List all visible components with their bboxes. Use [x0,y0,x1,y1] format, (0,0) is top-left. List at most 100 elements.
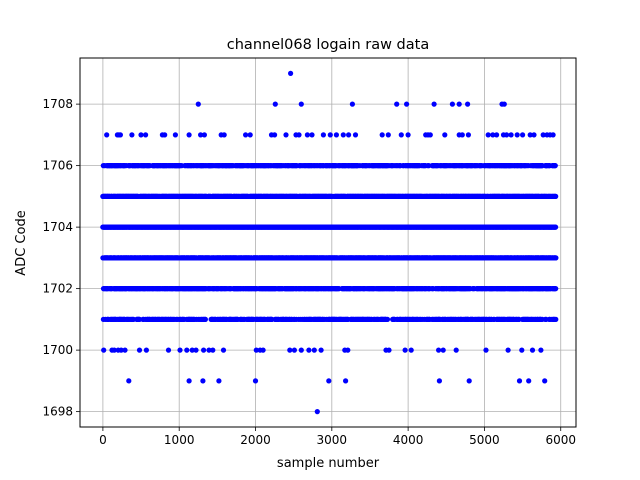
outlier-point [272,101,278,107]
outlier-point [485,132,491,138]
outlier-point [287,347,293,353]
outlier-point [247,132,253,138]
outlier-point [327,132,333,138]
outlier-point [526,378,532,384]
outlier-point [129,132,135,138]
outlier-point [531,132,537,138]
outlier-point [220,347,227,353]
chart-title: channel068 logain raw data [227,37,429,53]
outlier-point [508,132,514,138]
outlier-point [201,132,207,138]
outlier-point [538,347,544,353]
outlier-point [143,347,149,353]
outlier-point [345,347,351,353]
outlier-point [126,378,132,384]
outlier-point [309,132,315,138]
outlier-point [138,132,144,138]
outlier-point [436,378,442,384]
outlier-point [288,70,294,76]
outlier-point [136,347,143,353]
outlier-point [272,132,278,138]
outlier-point [404,101,410,107]
outlier-point [252,378,259,384]
y-tick-label: 1698 [42,405,73,419]
y-axis-label: ADC Code [14,210,29,275]
outlier-point [542,378,548,384]
outlier-point [431,101,437,107]
data-point [553,286,559,292]
outlier-point [352,132,359,138]
outlier-point [519,347,525,353]
outlier-point [201,347,207,353]
outlier-point [440,347,446,353]
x-tick-label: 5000 [469,433,500,447]
outlier-point [466,378,472,384]
outlier-point [314,409,320,415]
x-tick-label: 4000 [393,433,424,447]
outlier-point [296,132,302,138]
outlier-point [343,378,349,384]
outlier-point [101,347,107,353]
outlier-point [186,132,192,138]
outlier-point [386,347,392,353]
outlier-point [501,101,507,107]
outlier-point [260,347,266,353]
data-point [552,163,558,169]
outlier-point [177,347,183,353]
x-tick-label: 0 [99,433,107,447]
outlier-point [291,347,297,353]
outlier-point [143,132,149,138]
outlier-point [465,101,471,107]
outlier-point [504,132,510,138]
outlier-point [193,347,199,353]
data-point [553,224,559,230]
outlier-point [195,101,201,107]
outlier-point [459,132,465,138]
outlier-point [186,378,192,384]
outlier-point [394,101,400,107]
y-tick-label: 1708 [42,97,73,111]
outlier-point [221,132,227,138]
outlier-point [379,132,385,138]
outlier-point [550,132,556,138]
y-tick-label: 1700 [42,343,73,357]
outlier-point [122,347,128,353]
outlier-point [200,378,206,384]
outlier-point [165,347,172,353]
outlier-point [306,347,312,353]
y-tick-label: 1706 [42,159,73,173]
data-point [553,255,559,261]
outlier-point [442,132,448,138]
outlier-point [402,347,408,353]
outlier-point [340,132,346,138]
outlier-point [529,347,536,353]
outlier-point [172,132,178,138]
outlier-point [304,132,310,138]
outlier-point [104,132,110,138]
outlier-point [162,132,168,138]
x-tick-label: 2000 [240,433,271,447]
outlier-point [326,378,332,384]
outlier-point [311,347,317,353]
y-tick-label: 1704 [42,220,73,234]
outlier-point [516,378,523,384]
outlier-point [483,347,489,353]
outlier-point [449,101,455,107]
outlier-point [320,132,326,138]
outlier-point [505,347,511,353]
outlier-point [184,347,190,353]
outlier-point [117,132,123,138]
outlier-point [333,132,339,138]
data-points [100,70,559,415]
outlier-point [514,132,520,138]
outlier-point [453,347,459,353]
outlier-point [243,132,249,138]
outlier-point [283,132,289,138]
x-tick-label: 6000 [545,433,576,447]
data-point [553,316,559,322]
x-tick-label: 1000 [164,433,195,447]
outlier-point [318,347,324,353]
data-point [553,193,559,199]
